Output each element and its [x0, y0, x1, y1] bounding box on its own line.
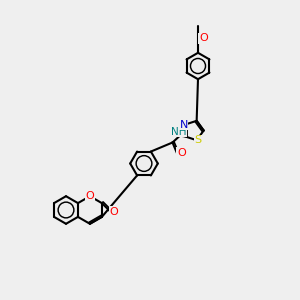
Text: NH: NH	[171, 127, 187, 137]
Text: S: S	[195, 135, 202, 145]
Text: N: N	[180, 119, 188, 130]
Text: O: O	[85, 191, 94, 201]
Text: O: O	[110, 207, 118, 217]
Text: O: O	[199, 33, 208, 43]
Text: O: O	[177, 148, 186, 158]
